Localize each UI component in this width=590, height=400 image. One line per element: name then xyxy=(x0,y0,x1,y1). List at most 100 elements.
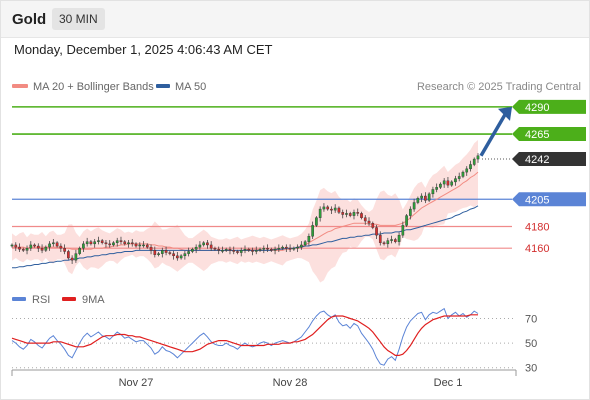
timeframe-button[interactable]: 30 MIN xyxy=(52,8,105,30)
candle xyxy=(472,158,476,165)
candle xyxy=(322,206,326,210)
candle xyxy=(52,242,55,245)
candle xyxy=(435,187,438,190)
legend-rsi-label: RSI xyxy=(32,294,50,306)
candle xyxy=(431,189,435,195)
legend-rsi-swatch xyxy=(12,297,26,301)
candle xyxy=(409,208,412,216)
candle xyxy=(397,234,401,242)
legend-9ma-label: 9MA xyxy=(82,294,105,306)
candle xyxy=(74,253,78,261)
candle xyxy=(145,244,149,248)
legend-9ma: 9MA xyxy=(62,294,105,306)
candle xyxy=(78,248,81,254)
candle xyxy=(461,171,465,177)
time-axis: Nov 27 Nov 28 Dec 1 xyxy=(11,369,517,389)
candle xyxy=(337,207,341,213)
candle xyxy=(318,208,322,218)
candle xyxy=(303,241,307,246)
candle xyxy=(416,197,420,203)
rsi-9ma-line xyxy=(11,314,478,356)
candle xyxy=(93,241,97,245)
candle xyxy=(367,220,371,224)
candle xyxy=(29,244,33,249)
candle xyxy=(157,253,160,255)
candle xyxy=(356,212,360,214)
candle xyxy=(108,243,112,246)
level-label-4160: 4160 xyxy=(525,243,549,255)
candle xyxy=(266,248,269,250)
candle xyxy=(153,250,157,255)
chart-header: Gold 30 MIN xyxy=(1,1,589,38)
candle xyxy=(375,227,378,236)
candle xyxy=(254,250,258,252)
candle xyxy=(138,244,142,247)
candle xyxy=(386,240,390,245)
level-label-4242: 4242 xyxy=(525,154,549,166)
candle xyxy=(239,250,243,253)
rsi-line xyxy=(11,307,479,366)
level-tag-4265 xyxy=(512,127,586,142)
candle xyxy=(457,176,461,179)
candle xyxy=(187,251,190,254)
candle xyxy=(454,178,457,183)
level-label-4180: 4180 xyxy=(525,221,549,233)
bollinger-band xyxy=(12,140,478,283)
x-axis-label: Nov 27 xyxy=(119,377,154,389)
level-label-4290: 4290 xyxy=(525,102,549,114)
candle xyxy=(348,213,352,216)
candle xyxy=(345,213,348,215)
legend-ma20-label: MA 20 + Bollinger Bands xyxy=(33,81,154,93)
candle xyxy=(393,239,397,242)
candle xyxy=(311,225,314,237)
candle xyxy=(82,243,85,249)
candle xyxy=(63,248,66,252)
instrument-title: Gold xyxy=(12,11,47,28)
candle xyxy=(228,249,232,251)
candle xyxy=(285,246,288,249)
rsi-tick-label: 30 xyxy=(525,363,537,375)
forecast-arrow-head xyxy=(498,106,512,121)
candle xyxy=(315,217,318,226)
candle xyxy=(236,251,239,253)
candle xyxy=(420,195,423,199)
candle xyxy=(465,168,469,173)
candle xyxy=(209,244,213,249)
candle xyxy=(326,206,330,210)
candle xyxy=(427,193,431,201)
candle xyxy=(21,249,25,251)
candle xyxy=(142,244,145,247)
candle xyxy=(194,246,198,250)
candle xyxy=(292,248,296,250)
candle xyxy=(224,249,228,251)
candle xyxy=(412,202,416,210)
candle xyxy=(277,248,281,250)
candle xyxy=(130,242,134,245)
candle xyxy=(115,240,119,243)
candle xyxy=(300,244,303,248)
candle xyxy=(55,242,59,247)
candle xyxy=(378,234,382,243)
candle xyxy=(149,246,153,251)
candle xyxy=(476,155,480,160)
candle xyxy=(330,208,333,211)
candle xyxy=(176,255,179,259)
candle xyxy=(164,250,168,253)
candle xyxy=(59,245,63,249)
candle xyxy=(262,248,266,250)
candle xyxy=(243,249,247,251)
candle xyxy=(33,244,36,247)
forecast-arrow xyxy=(479,111,508,157)
candle xyxy=(85,241,89,245)
candle xyxy=(382,242,386,245)
candle xyxy=(119,240,123,242)
candle xyxy=(247,249,251,251)
candle xyxy=(469,164,472,170)
candle xyxy=(390,239,393,241)
candle xyxy=(446,180,450,186)
candle xyxy=(44,246,48,251)
x-axis-label: Dec 1 xyxy=(434,377,463,389)
legend-9ma-swatch xyxy=(62,297,76,301)
credit-text: Research © 2025 Trading Central xyxy=(417,81,581,93)
